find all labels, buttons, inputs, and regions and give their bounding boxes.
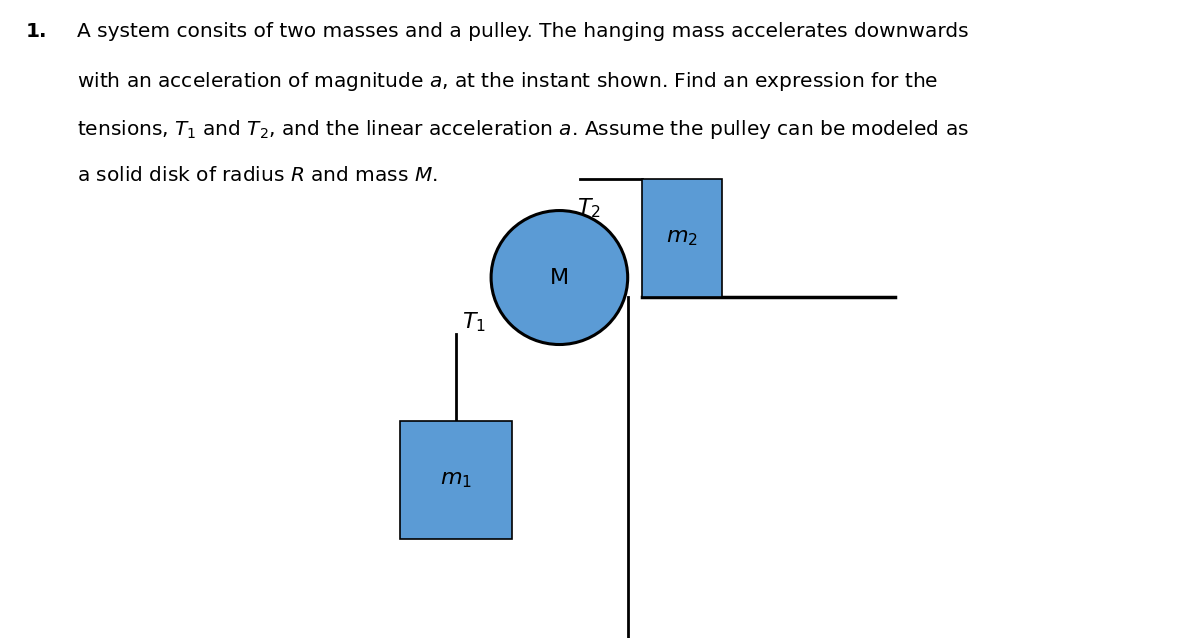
Text: $m_2$: $m_2$ bbox=[666, 228, 698, 248]
Text: 1.: 1. bbox=[26, 22, 48, 41]
Text: with an acceleration of magnitude $a$, at the instant shown. Find an expression : with an acceleration of magnitude $a$, a… bbox=[77, 70, 937, 93]
Text: $T_1$: $T_1$ bbox=[462, 311, 486, 334]
Text: $m_1$: $m_1$ bbox=[440, 470, 473, 490]
Text: a solid disk of radius $R$ and mass $M$.: a solid disk of radius $R$ and mass $M$. bbox=[77, 166, 437, 185]
Ellipse shape bbox=[491, 211, 628, 345]
Text: A system consits of two masses and a pulley. The hanging mass accelerates downwa: A system consits of two masses and a pul… bbox=[77, 22, 968, 41]
Text: tensions, $T_1$ and $T_2$, and the linear acceleration $a$. Assume the pulley ca: tensions, $T_1$ and $T_2$, and the linea… bbox=[77, 118, 968, 141]
Text: M: M bbox=[550, 267, 569, 288]
Bar bbox=[642, 179, 722, 297]
Bar bbox=[401, 421, 512, 539]
Text: $T_2$: $T_2$ bbox=[577, 197, 601, 220]
